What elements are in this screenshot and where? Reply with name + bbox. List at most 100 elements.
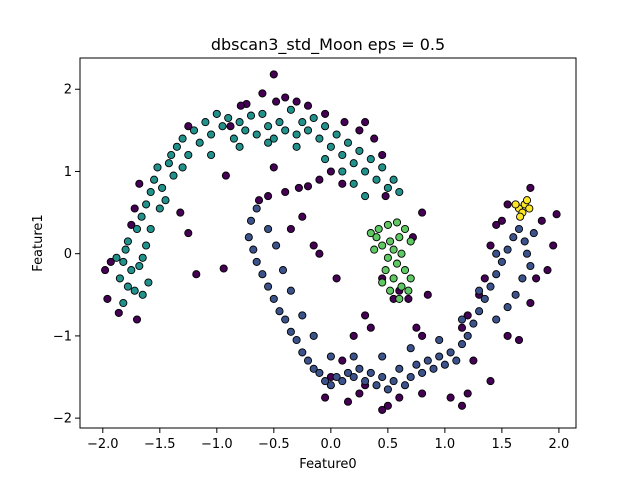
point-lower-moon-48	[503, 245, 512, 254]
point-lower-moon-12	[298, 348, 307, 357]
point-lower-moon-58	[492, 315, 501, 324]
point-upper-moon-30	[224, 113, 233, 123]
point-upper-moon-12	[142, 200, 151, 209]
point-noise-24	[254, 196, 264, 205]
point-noise-83	[361, 118, 370, 127]
point-noise-22	[184, 122, 193, 131]
point-noise-15	[269, 70, 278, 79]
point-lower-moon-27	[383, 385, 392, 394]
point-upper-moon-21	[172, 142, 181, 151]
point-lower-moon-43	[475, 307, 484, 316]
point-noise-66	[486, 241, 495, 250]
point-noise-67	[480, 274, 489, 283]
point-lower-moon-5	[258, 270, 267, 279]
point-green-19	[395, 294, 404, 303]
point-lower-moon-23	[361, 377, 370, 386]
point-noise-75	[404, 294, 413, 303]
point-noise-84	[355, 126, 364, 135]
point-lower-moon-52	[522, 249, 532, 258]
y-tick-label: 2	[64, 83, 72, 98]
point-upper-moon-55	[366, 155, 375, 164]
point-noise-18	[303, 101, 313, 110]
point-upper-moon-42	[292, 130, 301, 139]
point-noise-56	[514, 335, 524, 345]
point-upper-moon-59	[389, 175, 398, 184]
point-green-23	[370, 245, 379, 254]
point-upper-moon-17	[161, 196, 170, 205]
point-upper-moon-40	[281, 126, 290, 135]
point-noise-7	[135, 179, 144, 188]
point-lower-moon-59	[264, 224, 273, 234]
point-lower-moon-51	[520, 237, 529, 246]
point-upper-moon-16	[158, 183, 167, 192]
point-noise-85	[340, 118, 349, 127]
point-upper-moon-53	[355, 146, 364, 155]
point-lower-moon-54	[529, 229, 538, 238]
point-lower-moon-10	[286, 327, 295, 336]
point-yellow-3	[525, 204, 534, 213]
point-noise-61	[552, 210, 561, 219]
point-green-17	[378, 278, 387, 287]
point-lower-moon-71	[475, 286, 484, 295]
point-noise-48	[395, 393, 404, 402]
point-upper-moon-24	[189, 126, 199, 135]
point-noise-55	[503, 331, 512, 340]
point-noise-43	[343, 397, 353, 406]
point-upper-moon-1	[119, 257, 128, 266]
point-noise-76	[423, 290, 432, 299]
point-lower-moon-44	[480, 294, 489, 303]
point-noise-54	[469, 356, 478, 365]
point-noise-4	[132, 315, 142, 324]
point-lower-moon-40	[457, 340, 467, 349]
point-noise-25	[281, 187, 290, 197]
point-noise-12	[221, 171, 230, 180]
point-upper-moon-14	[150, 175, 159, 184]
point-noise-13	[272, 97, 281, 106]
point-lower-moon-32	[412, 360, 421, 369]
point-noise-71	[412, 323, 421, 332]
point-upper-moon-26	[201, 118, 210, 127]
point-noise-63	[503, 200, 512, 209]
point-noise-82	[370, 134, 379, 143]
x-axis: −2.0 −1.5 −1.0 −0.5 0.0 0.5 1.0 1.5 2.0	[87, 428, 569, 452]
x-tick-label: 2.0	[549, 437, 570, 452]
point-noise-5	[127, 220, 136, 229]
point-green-22	[406, 237, 415, 246]
point-lower-moon-36	[435, 352, 444, 361]
point-lower-moon-60	[272, 241, 281, 250]
point-green-14	[389, 274, 398, 283]
point-upper-moon-31	[229, 134, 238, 143]
x-tick-label: −1.5	[144, 437, 176, 452]
point-lower-moon-18	[332, 372, 341, 382]
y-axis-label: Feature1	[31, 214, 46, 271]
point-lower-moon-26	[378, 372, 387, 382]
point-lower-moon-9	[281, 315, 290, 324]
point-upper-moon-62	[349, 179, 358, 188]
point-upper-moon-48	[326, 142, 335, 151]
point-noise-37	[361, 311, 370, 320]
point-lower-moon-0	[252, 204, 261, 213]
point-noise-58	[532, 274, 541, 283]
point-noise-69	[463, 311, 472, 320]
point-noise-87	[526, 183, 535, 192]
point-noise-72	[418, 331, 427, 340]
point-noise-9	[184, 229, 193, 238]
point-noise-53	[486, 377, 495, 386]
point-noise-70	[457, 323, 467, 332]
point-noise-6	[130, 204, 139, 213]
point-noise-65	[492, 220, 501, 229]
point-green-6	[386, 237, 395, 246]
point-green-18	[386, 286, 395, 295]
point-upper-moon-70	[155, 204, 164, 213]
x-tick-label: 1.5	[492, 437, 513, 452]
point-green-11	[392, 259, 402, 268]
point-upper-moon-15	[153, 163, 162, 172]
point-noise-28	[315, 175, 324, 184]
point-upper-moon-50	[338, 150, 347, 160]
point-lower-moon-11	[292, 335, 301, 345]
point-noise-80	[418, 208, 427, 217]
x-tick-label: −0.5	[258, 437, 290, 452]
point-noise-32	[286, 224, 295, 234]
point-green-12	[400, 266, 410, 275]
point-lower-moon-46	[492, 270, 501, 279]
